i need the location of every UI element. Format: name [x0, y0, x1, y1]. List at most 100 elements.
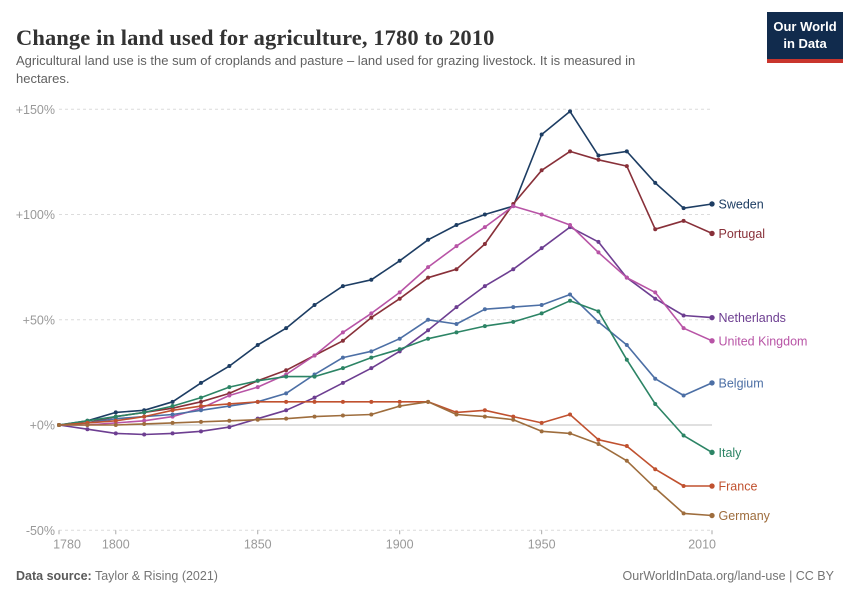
- data-point-sweden[interactable]: [170, 399, 175, 404]
- data-point-netherlands[interactable]: [653, 296, 658, 301]
- data-point-france[interactable]: [653, 467, 658, 472]
- data-point-portugal[interactable]: [284, 368, 289, 373]
- data-point-sweden[interactable]: [624, 149, 629, 154]
- data-point-france[interactable]: [709, 483, 715, 489]
- data-point-belgium[interactable]: [539, 303, 544, 308]
- data-point-germany[interactable]: [170, 420, 175, 425]
- data-point-portugal[interactable]: [198, 399, 203, 404]
- data-point-sweden[interactable]: [284, 326, 289, 331]
- data-point-belgium[interactable]: [426, 317, 431, 322]
- data-point-united-kingdom[interactable]: [369, 311, 374, 316]
- data-point-portugal[interactable]: [454, 267, 459, 272]
- series-label-netherlands[interactable]: Netherlands: [719, 311, 786, 325]
- data-point-germany[interactable]: [85, 423, 90, 427]
- data-point-germany[interactable]: [709, 512, 715, 519]
- data-point-portugal[interactable]: [596, 157, 601, 162]
- data-point-italy[interactable]: [624, 357, 629, 362]
- data-point-france[interactable]: [340, 399, 345, 404]
- data-point-belgium[interactable]: [568, 292, 573, 297]
- data-point-belgium[interactable]: [681, 393, 686, 398]
- data-point-germany[interactable]: [454, 412, 459, 417]
- data-point-france[interactable]: [369, 399, 374, 404]
- data-point-italy[interactable]: [113, 414, 118, 419]
- data-point-germany[interactable]: [284, 416, 289, 421]
- data-point-united-kingdom[interactable]: [255, 385, 260, 390]
- data-point-portugal[interactable]: [653, 227, 658, 232]
- data-point-sweden[interactable]: [709, 201, 715, 207]
- data-point-portugal[interactable]: [709, 230, 715, 237]
- credit-link[interactable]: OurWorldInData.org/land-use | CC BY: [622, 569, 834, 583]
- series-line-united-kingdom[interactable]: [58, 205, 713, 426]
- data-point-belgium[interactable]: [482, 307, 487, 312]
- data-point-netherlands[interactable]: [170, 431, 175, 436]
- data-point-germany[interactable]: [198, 419, 203, 424]
- data-point-united-kingdom[interactable]: [653, 290, 658, 295]
- data-point-italy[interactable]: [568, 298, 573, 303]
- data-point-germany[interactable]: [511, 417, 516, 422]
- data-point-belgium[interactable]: [198, 408, 203, 413]
- series-line-belgium[interactable]: [58, 293, 713, 426]
- data-point-germany[interactable]: [142, 421, 147, 426]
- data-point-netherlands[interactable]: [426, 328, 431, 333]
- data-point-netherlands[interactable]: [340, 380, 345, 385]
- data-point-france[interactable]: [142, 414, 147, 419]
- data-point-germany[interactable]: [369, 412, 374, 417]
- data-point-belgium[interactable]: [170, 412, 175, 417]
- data-point-united-kingdom[interactable]: [539, 212, 544, 217]
- data-point-italy[interactable]: [227, 385, 232, 390]
- data-point-netherlands[interactable]: [284, 408, 289, 413]
- data-point-italy[interactable]: [511, 319, 516, 324]
- data-point-united-kingdom[interactable]: [511, 204, 516, 209]
- data-point-united-kingdom[interactable]: [624, 275, 629, 280]
- data-point-sweden[interactable]: [340, 284, 345, 289]
- data-point-italy[interactable]: [142, 410, 147, 415]
- data-point-italy[interactable]: [312, 374, 317, 379]
- data-point-france[interactable]: [113, 418, 118, 423]
- data-point-italy[interactable]: [340, 366, 345, 371]
- data-point-united-kingdom[interactable]: [340, 330, 345, 335]
- data-point-belgium[interactable]: [397, 336, 402, 341]
- data-point-portugal[interactable]: [539, 168, 544, 173]
- data-point-sweden[interactable]: [198, 380, 203, 385]
- data-point-sweden[interactable]: [596, 153, 601, 158]
- data-point-france[interactable]: [596, 437, 601, 442]
- data-point-germany[interactable]: [57, 423, 61, 427]
- data-point-united-kingdom[interactable]: [681, 326, 686, 331]
- series-label-france[interactable]: France: [719, 480, 758, 494]
- data-point-portugal[interactable]: [369, 315, 374, 320]
- data-point-united-kingdom[interactable]: [397, 290, 402, 295]
- data-point-belgium[interactable]: [596, 319, 601, 324]
- data-point-italy[interactable]: [255, 378, 260, 383]
- data-point-italy[interactable]: [653, 401, 658, 406]
- data-point-germany[interactable]: [340, 413, 345, 418]
- data-point-france[interactable]: [511, 414, 516, 419]
- data-point-sweden[interactable]: [312, 303, 317, 308]
- series-line-netherlands[interactable]: [58, 226, 713, 436]
- data-point-germany[interactable]: [426, 399, 431, 404]
- line-chart[interactable]: +150% +100% +50% +0% -50%1780 1800 1850 1900 195…: [0, 95, 850, 565]
- series-line-sweden[interactable]: [58, 110, 713, 426]
- data-point-belgium[interactable]: [454, 321, 459, 326]
- data-point-sweden[interactable]: [397, 258, 402, 263]
- data-point-italy[interactable]: [170, 404, 175, 409]
- data-point-germany[interactable]: [482, 414, 487, 419]
- data-point-france[interactable]: [255, 399, 260, 404]
- series-label-portugal[interactable]: Portugal: [719, 227, 766, 241]
- data-point-germany[interactable]: [255, 417, 260, 422]
- data-point-germany[interactable]: [568, 431, 573, 436]
- data-point-united-kingdom[interactable]: [312, 353, 317, 358]
- data-point-france[interactable]: [170, 408, 175, 413]
- data-point-portugal[interactable]: [397, 296, 402, 301]
- data-point-netherlands[interactable]: [454, 305, 459, 310]
- data-point-germany[interactable]: [312, 414, 317, 419]
- series-label-germany[interactable]: Germany: [719, 509, 771, 523]
- data-point-netherlands[interactable]: [198, 429, 203, 434]
- data-point-netherlands[interactable]: [369, 366, 374, 371]
- data-point-italy[interactable]: [454, 330, 459, 335]
- data-point-united-kingdom[interactable]: [227, 393, 232, 398]
- data-point-netherlands[interactable]: [85, 427, 90, 432]
- data-point-france[interactable]: [397, 399, 402, 404]
- data-point-united-kingdom[interactable]: [596, 250, 601, 255]
- data-point-france[interactable]: [482, 408, 487, 413]
- data-point-germany[interactable]: [539, 429, 544, 434]
